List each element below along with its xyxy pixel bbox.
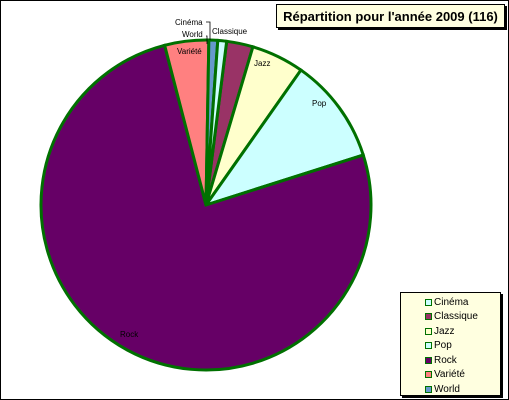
leader-line	[206, 21, 211, 40]
legend-label: Variété	[434, 369, 465, 381]
legend-label: Classique	[434, 311, 478, 323]
slice-label-pop: Pop	[312, 99, 327, 108]
leader-line	[206, 35, 208, 44]
legend-swatch	[425, 371, 432, 379]
legend-label: World	[434, 383, 460, 395]
pie-slice-rock	[39, 43, 373, 372]
legend-item-variété: Variété	[401, 368, 500, 383]
legend-label: Jazz	[434, 325, 455, 337]
pie-slice-pop	[202, 67, 366, 208]
legend-item-cinéma: Cinéma	[401, 295, 500, 310]
chart-title: Répartition pour l'année 2009 (116)	[283, 8, 498, 24]
slice-label-jazz: Jazz	[254, 59, 270, 68]
legend-item-jazz: Jazz	[401, 324, 500, 339]
legend-label: Rock	[434, 354, 457, 366]
legend-swatch	[425, 313, 432, 321]
slice-label-variété: Variété	[177, 47, 202, 56]
legend-swatch	[425, 298, 432, 306]
legend-item-rock: Rock	[401, 353, 500, 368]
legend-item-pop: Pop	[401, 339, 500, 354]
slice-label-cinéma: Cinéma	[175, 18, 203, 27]
legend-swatch	[425, 356, 432, 364]
chart-legend: Cinéma Classique Jazz Pop Rock Variété World	[400, 292, 501, 396]
chart-title-box: Répartition pour l'année 2009 (116)	[276, 4, 505, 28]
slice-label-rock: Rock	[120, 330, 139, 339]
legend-swatch	[425, 385, 432, 393]
legend-label: Cinéma	[434, 296, 469, 308]
pie-slice-cinéma	[204, 38, 229, 206]
slice-label-classique: Classique	[212, 27, 248, 36]
legend-swatch	[425, 327, 432, 335]
legend-item-world: World	[401, 382, 500, 397]
legend-label: Pop	[434, 340, 452, 352]
legend-item-classique: Classique	[401, 310, 500, 325]
legend-swatch	[425, 342, 432, 350]
slice-label-world: World	[182, 30, 203, 39]
